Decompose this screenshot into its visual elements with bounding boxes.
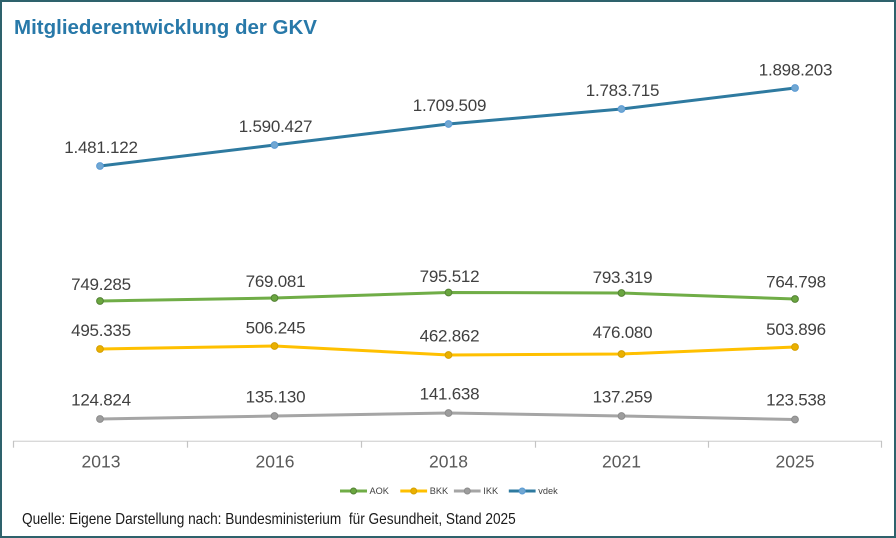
svg-text:141.638: 141.638 — [420, 385, 480, 404]
svg-text:124.824: 124.824 — [71, 391, 131, 410]
svg-text:1.590.427: 1.590.427 — [239, 117, 312, 136]
svg-text:764.798: 764.798 — [766, 273, 826, 292]
svg-text:BKK: BKK — [430, 486, 449, 496]
svg-text:476.080: 476.080 — [593, 323, 653, 342]
svg-text:795.512: 795.512 — [420, 267, 480, 286]
svg-text:2021: 2021 — [602, 451, 641, 471]
svg-text:137.259: 137.259 — [593, 388, 653, 407]
svg-text:Quelle: Eigene Darstellung nac: Quelle: Eigene Darstellung nach: Bundesm… — [22, 511, 516, 528]
svg-text:749.285: 749.285 — [71, 275, 131, 294]
svg-text:2016: 2016 — [256, 451, 295, 471]
svg-text:2025: 2025 — [776, 451, 815, 471]
svg-text:769.081: 769.081 — [246, 272, 306, 291]
svg-text:123.538: 123.538 — [766, 391, 826, 410]
svg-text:1.898.203: 1.898.203 — [759, 61, 832, 80]
svg-text:1.709.509: 1.709.509 — [413, 96, 486, 115]
svg-text:IKK: IKK — [483, 486, 499, 496]
svg-text:2013: 2013 — [82, 451, 121, 471]
svg-text:462.862: 462.862 — [420, 327, 480, 346]
svg-text:Mitgliederentwicklung der GKV: Mitgliederentwicklung der GKV — [14, 16, 317, 39]
svg-text:793.319: 793.319 — [593, 268, 653, 287]
svg-text:506.245: 506.245 — [246, 319, 306, 338]
svg-text:495.335: 495.335 — [71, 321, 131, 340]
svg-text:2018: 2018 — [429, 451, 468, 471]
svg-text:1.783.715: 1.783.715 — [586, 81, 659, 100]
svg-text:1.481.122: 1.481.122 — [64, 138, 137, 157]
svg-text:135.130: 135.130 — [246, 388, 306, 407]
svg-text:AOK: AOK — [370, 486, 390, 496]
svg-text:503.896: 503.896 — [766, 320, 826, 339]
svg-text:vdek: vdek — [538, 486, 558, 496]
